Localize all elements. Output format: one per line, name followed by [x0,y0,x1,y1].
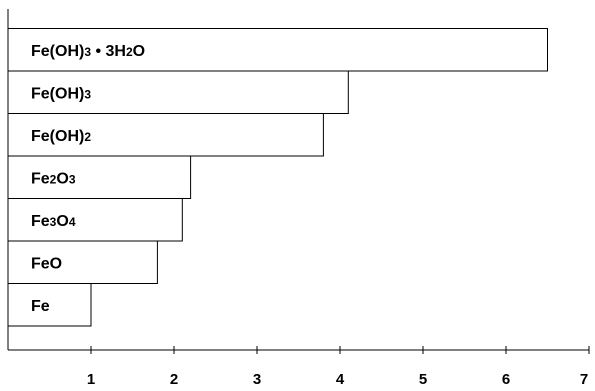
category-label-5-part-2: 2 [84,130,91,144]
category-label-1: Fe [31,298,50,315]
category-label-7-part-4: 2 [126,45,133,59]
x-tick-label-5: 5 [419,371,427,388]
category-label-4: Fe2O3 [31,170,76,187]
category-label-7: Fe(OH)3 • 3H2O [31,43,145,60]
x-tick-label-3: 3 [253,371,261,388]
bar-4 [7,155,192,199]
category-label-6-part-2: 3 [84,87,91,101]
category-label-1-part-1: Fe [31,298,50,315]
category-label-2: FeO [31,255,62,272]
category-label-3-part-3: O [56,213,68,230]
category-label-7-part-2: 3 [84,45,91,59]
category-label-5-part-1: Fe(OH) [31,128,84,145]
x-tick-label-7: 7 [580,371,588,388]
bar-5 [7,113,324,157]
category-label-3-part-4: 4 [69,215,76,229]
category-label-4-part-3: O [56,170,68,187]
x-ticks-group: 1 2 3 4 5 6 7 [87,346,590,388]
x-tick-label-1: 1 [87,371,95,388]
bar-2 [7,240,158,284]
category-label-5: Fe(OH)2 [31,128,91,145]
category-label-7-part-3: • 3H [91,43,126,60]
category-label-4-part-2: 2 [50,172,57,186]
category-label-7-part-1: Fe(OH) [31,43,84,60]
x-tick-label-4: 4 [336,371,345,388]
bar-7 [7,28,548,72]
bars-group [7,28,548,327]
category-label-6-part-1: Fe(OH) [31,85,84,102]
category-label-3: Fe3O4 [31,213,76,230]
category-label-4-part-4: 3 [69,172,76,186]
x-tick-label-6: 6 [502,371,510,388]
bar-6 [7,70,349,114]
x-tick-label-2: 2 [170,371,178,388]
category-label-6: Fe(OH)3 [31,85,91,102]
bar-1 [7,283,92,327]
category-label-3-part-1: Fe [31,213,50,230]
category-label-3-part-2: 3 [50,215,57,229]
category-label-2-part-2: O [50,255,62,272]
category-label-4-part-1: Fe [31,170,50,187]
category-label-2-part-1: Fe [31,255,50,272]
category-label-7-part-5: O [133,43,145,60]
